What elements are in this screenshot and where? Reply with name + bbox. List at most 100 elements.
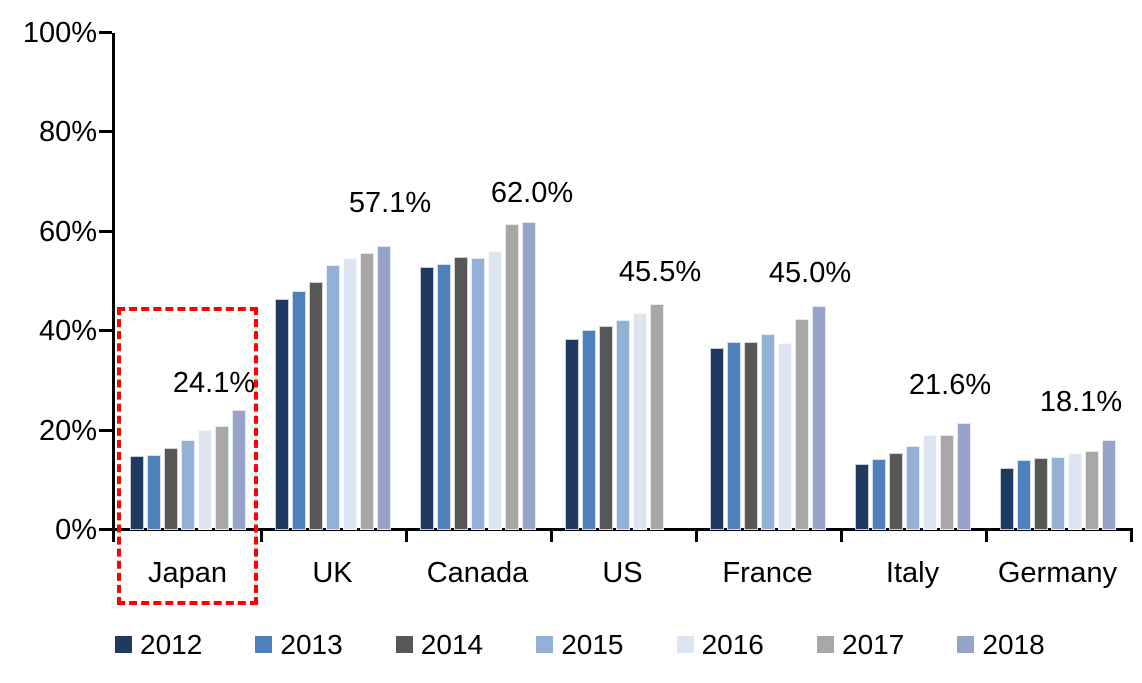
- bar-germany-2016: [1068, 453, 1082, 530]
- bar-germany-2012: [1000, 467, 1014, 530]
- y-axis-tick-label: 80%: [38, 116, 97, 149]
- bar-canada-2018: [522, 221, 536, 530]
- bar-italy-2013: [872, 458, 886, 530]
- x-axis-category-label-germany: Germany: [997, 557, 1118, 589]
- bar-germany-2013: [1017, 459, 1031, 530]
- legend-label-2016: 2016: [701, 629, 764, 660]
- bar-japan-2016: [198, 429, 212, 530]
- legend-swatch-2013: [255, 636, 273, 653]
- x-axis-tick: [985, 530, 988, 542]
- bar-canada-2015: [471, 257, 485, 530]
- legend-item-2016: 2016: [676, 629, 807, 660]
- legend-swatch-2016: [676, 636, 694, 653]
- highlight-box: [117, 307, 258, 605]
- data-label-uk: 57.1%: [348, 187, 432, 220]
- bar-japan-2017: [215, 425, 229, 530]
- bar-us-2017: [650, 303, 664, 530]
- bar-italy-2012: [855, 463, 869, 530]
- bar-japan-2012: [130, 456, 144, 530]
- x-axis-tick: [695, 530, 698, 542]
- bar-france-2015: [761, 333, 775, 530]
- y-axis-tick-label: 20%: [38, 414, 97, 447]
- x-axis-tick: [840, 530, 843, 542]
- bar-italy-2017: [940, 434, 954, 530]
- y-axis-tick: [99, 428, 112, 432]
- legend-item-2012: 2012: [115, 630, 245, 660]
- x-axis-tick: [112, 530, 115, 542]
- bar-us-2015: [616, 319, 630, 530]
- legend-item-2013: 2013: [255, 630, 385, 660]
- y-axis-tick: [99, 229, 112, 233]
- legend-label-2017: 2017: [842, 629, 905, 660]
- legend-swatch-2012: [115, 636, 132, 653]
- legend-swatch-2018: [957, 636, 975, 653]
- bar-france-2013: [727, 341, 741, 530]
- y-axis-tick-label: 0%: [55, 514, 97, 546]
- bar-canada-2017: [505, 224, 519, 530]
- bar-uk-2013: [292, 291, 306, 530]
- bar-us-2014: [599, 326, 613, 530]
- legend-item-2018: 2018: [957, 630, 1087, 660]
- bar-france-2016: [778, 343, 792, 530]
- x-axis-category-label-us: US: [602, 557, 643, 589]
- bar-uk-2012: [275, 298, 289, 530]
- y-axis-tick: [99, 528, 112, 531]
- legend-label-2018: 2018: [982, 629, 1045, 660]
- bar-italy-2014: [889, 452, 903, 530]
- bar-france-2018: [812, 306, 826, 530]
- bar-france-2017: [795, 319, 809, 530]
- y-axis-tick-label: 60%: [38, 215, 97, 248]
- x-axis-category-label-canada: Canada: [426, 557, 529, 589]
- bar-uk-2017: [360, 252, 374, 530]
- bar-italy-2018: [957, 422, 971, 530]
- y-axis-tick: [99, 31, 112, 34]
- legend-label-2015: 2015: [561, 629, 624, 660]
- bar-uk-2018: [377, 246, 391, 530]
- y-axis-line: [112, 33, 115, 533]
- x-axis-tick: [405, 530, 408, 542]
- bar-japan-2015: [181, 439, 195, 530]
- x-axis-category-label-uk: UK: [312, 557, 353, 589]
- bar-canada-2016: [488, 250, 502, 530]
- x-axis-category-label-japan: Japan: [147, 557, 227, 589]
- bar-japan-2018: [232, 410, 246, 530]
- bar-uk-2014: [309, 281, 323, 530]
- bar-germany-2014: [1034, 458, 1048, 530]
- bar-canada-2012: [420, 266, 434, 530]
- x-axis-tick: [1130, 530, 1133, 542]
- legend-item-2015: 2015: [536, 630, 666, 660]
- legend-label-2014: 2014: [420, 629, 484, 660]
- bar-japan-2014: [164, 447, 178, 530]
- legend-swatch-2017: [817, 636, 834, 653]
- legend-label-2012: 2012: [140, 629, 203, 660]
- y-axis-tick-label: 40%: [38, 315, 97, 348]
- legend-swatch-2014: [395, 636, 413, 653]
- y-axis-tick: [99, 130, 112, 134]
- legend-item-2017: 2017: [817, 630, 947, 660]
- bar-germany-2018: [1102, 440, 1116, 530]
- x-axis-tick: [550, 530, 553, 542]
- data-label-us: 45.5%: [618, 255, 702, 288]
- x-axis-category-label-italy: Italy: [885, 557, 940, 589]
- bar-uk-2016: [343, 257, 357, 530]
- legend-item-2014: 2014: [395, 629, 526, 660]
- bar-italy-2015: [906, 446, 920, 530]
- bar-france-2014: [744, 342, 758, 530]
- data-label-italy: 21.6%: [908, 368, 992, 401]
- data-label-germany: 18.1%: [1039, 386, 1123, 419]
- legend-swatch-2015: [536, 636, 554, 653]
- bar-us-2013: [582, 330, 596, 530]
- bar-us-2016: [633, 313, 647, 530]
- data-label-canada: 62.0%: [490, 176, 574, 209]
- data-label-japan: 24.1%: [172, 367, 256, 400]
- legend-label-2013: 2013: [280, 629, 343, 660]
- x-axis-tick: [260, 530, 263, 542]
- y-axis-tick: [99, 329, 112, 333]
- data-label-france: 45.0%: [768, 257, 852, 290]
- bar-uk-2015: [326, 265, 340, 530]
- x-axis-category-label-france: France: [722, 557, 813, 589]
- bar-germany-2015: [1051, 456, 1065, 530]
- bar-germany-2017: [1085, 450, 1099, 530]
- y-axis-tick-label: 100%: [22, 17, 97, 49]
- bar-canada-2013: [437, 264, 451, 530]
